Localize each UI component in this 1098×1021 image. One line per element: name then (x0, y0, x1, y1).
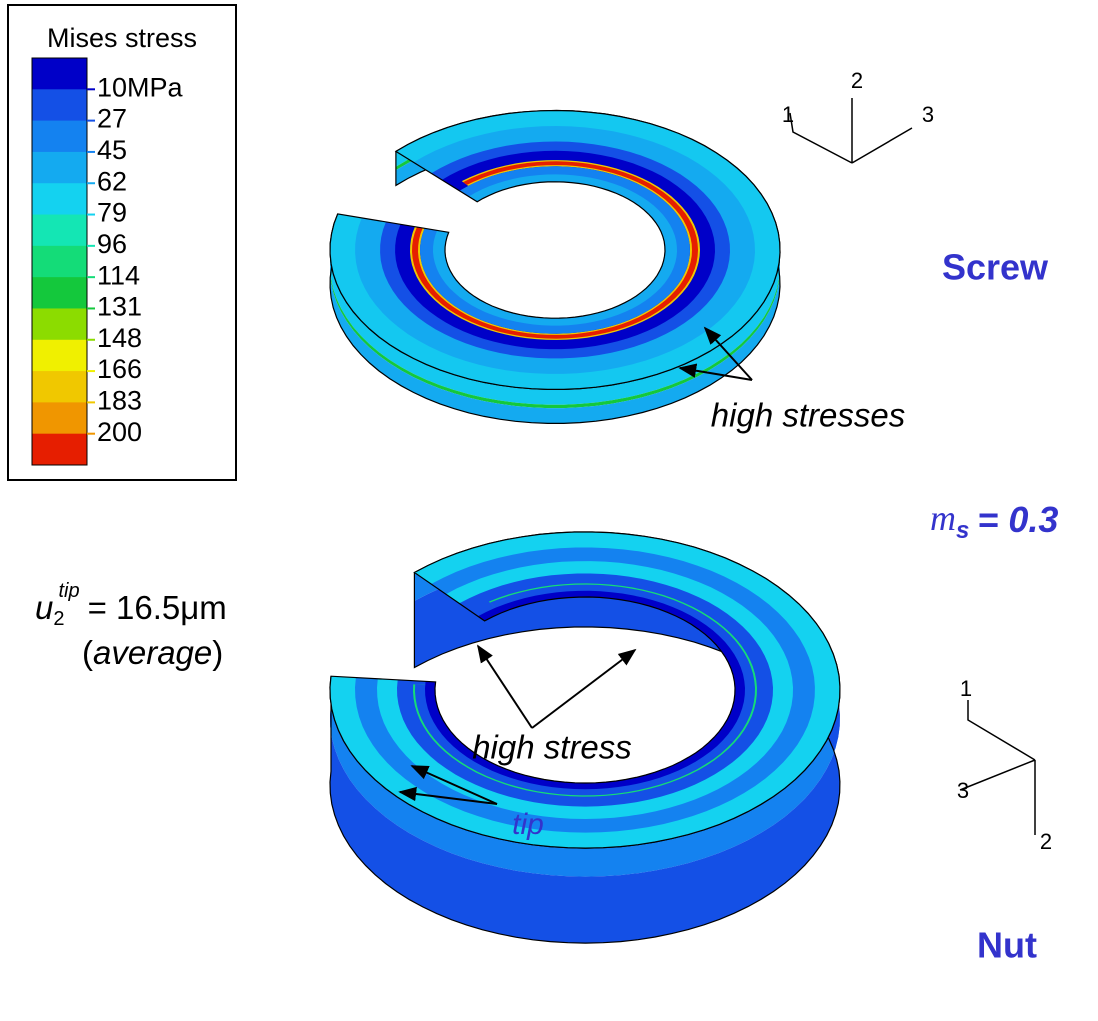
color-band (32, 58, 87, 90)
color-band (32, 121, 87, 153)
legend-label: 27 (97, 104, 127, 134)
axis-label: 2 (851, 68, 863, 93)
color-band (32, 152, 87, 184)
color-band (32, 215, 87, 247)
color-band (32, 277, 87, 309)
legend-label: 10MPa (97, 72, 184, 102)
color-band (32, 308, 87, 340)
axis-label: 3 (957, 778, 969, 803)
nut-label: Nut (977, 925, 1037, 966)
axes (960, 700, 1035, 835)
axis-label: 2 (1040, 829, 1052, 854)
displacement-label: u2 tip = 16.5μm (35, 580, 227, 630)
nut-annotation: high stress (472, 729, 632, 766)
legend-title: Mises stress (47, 23, 197, 53)
friction-symbol: m (930, 498, 956, 538)
legend-label: 114 (97, 260, 140, 290)
legend-label: 96 (97, 229, 127, 259)
color-band (32, 371, 87, 403)
legend-label: 183 (97, 386, 142, 416)
color-band (32, 246, 87, 278)
color-band (32, 434, 87, 466)
friction-value: = 0.3 (977, 499, 1058, 540)
screw-triad (790, 98, 912, 163)
nut-triad (960, 700, 1035, 835)
tip-label: tip (512, 808, 544, 841)
axis-label: 1 (782, 102, 794, 127)
friction-subscript: s (956, 517, 969, 544)
screw-annotation: high stresses (711, 397, 905, 434)
color-band (32, 402, 87, 434)
axes (790, 98, 912, 163)
legend-label: 62 (97, 166, 127, 196)
arrow (478, 646, 532, 728)
screw-label: Screw (942, 247, 1049, 288)
paren: ( (82, 634, 93, 671)
legend-label: 79 (97, 198, 127, 228)
arrow (532, 650, 635, 728)
paren: ) (212, 634, 223, 671)
axis-label: 3 (922, 102, 934, 127)
color-band (32, 183, 87, 215)
disp-symbol: u (35, 589, 53, 626)
note: average (93, 634, 212, 671)
disp-superscript: tip (58, 580, 79, 602)
displacement-note: (average) (82, 634, 223, 671)
legend-label: 200 (97, 417, 142, 447)
rings (330, 111, 840, 944)
color-band (32, 340, 87, 372)
legend-label: 148 (97, 323, 142, 353)
disp-subscript: 2 (53, 608, 64, 630)
legend-label: 45 (97, 135, 127, 165)
disp-value: = 16.5μm (88, 589, 227, 626)
legend-label: 166 (97, 354, 142, 384)
legend-label: 131 (97, 292, 142, 322)
axis-label: 1 (960, 676, 972, 701)
figure: Mises stress 10MPa2745627996114131148166… (0, 0, 1098, 1021)
color-band (32, 89, 87, 121)
friction-label: ms = 0.3 (930, 498, 1058, 544)
